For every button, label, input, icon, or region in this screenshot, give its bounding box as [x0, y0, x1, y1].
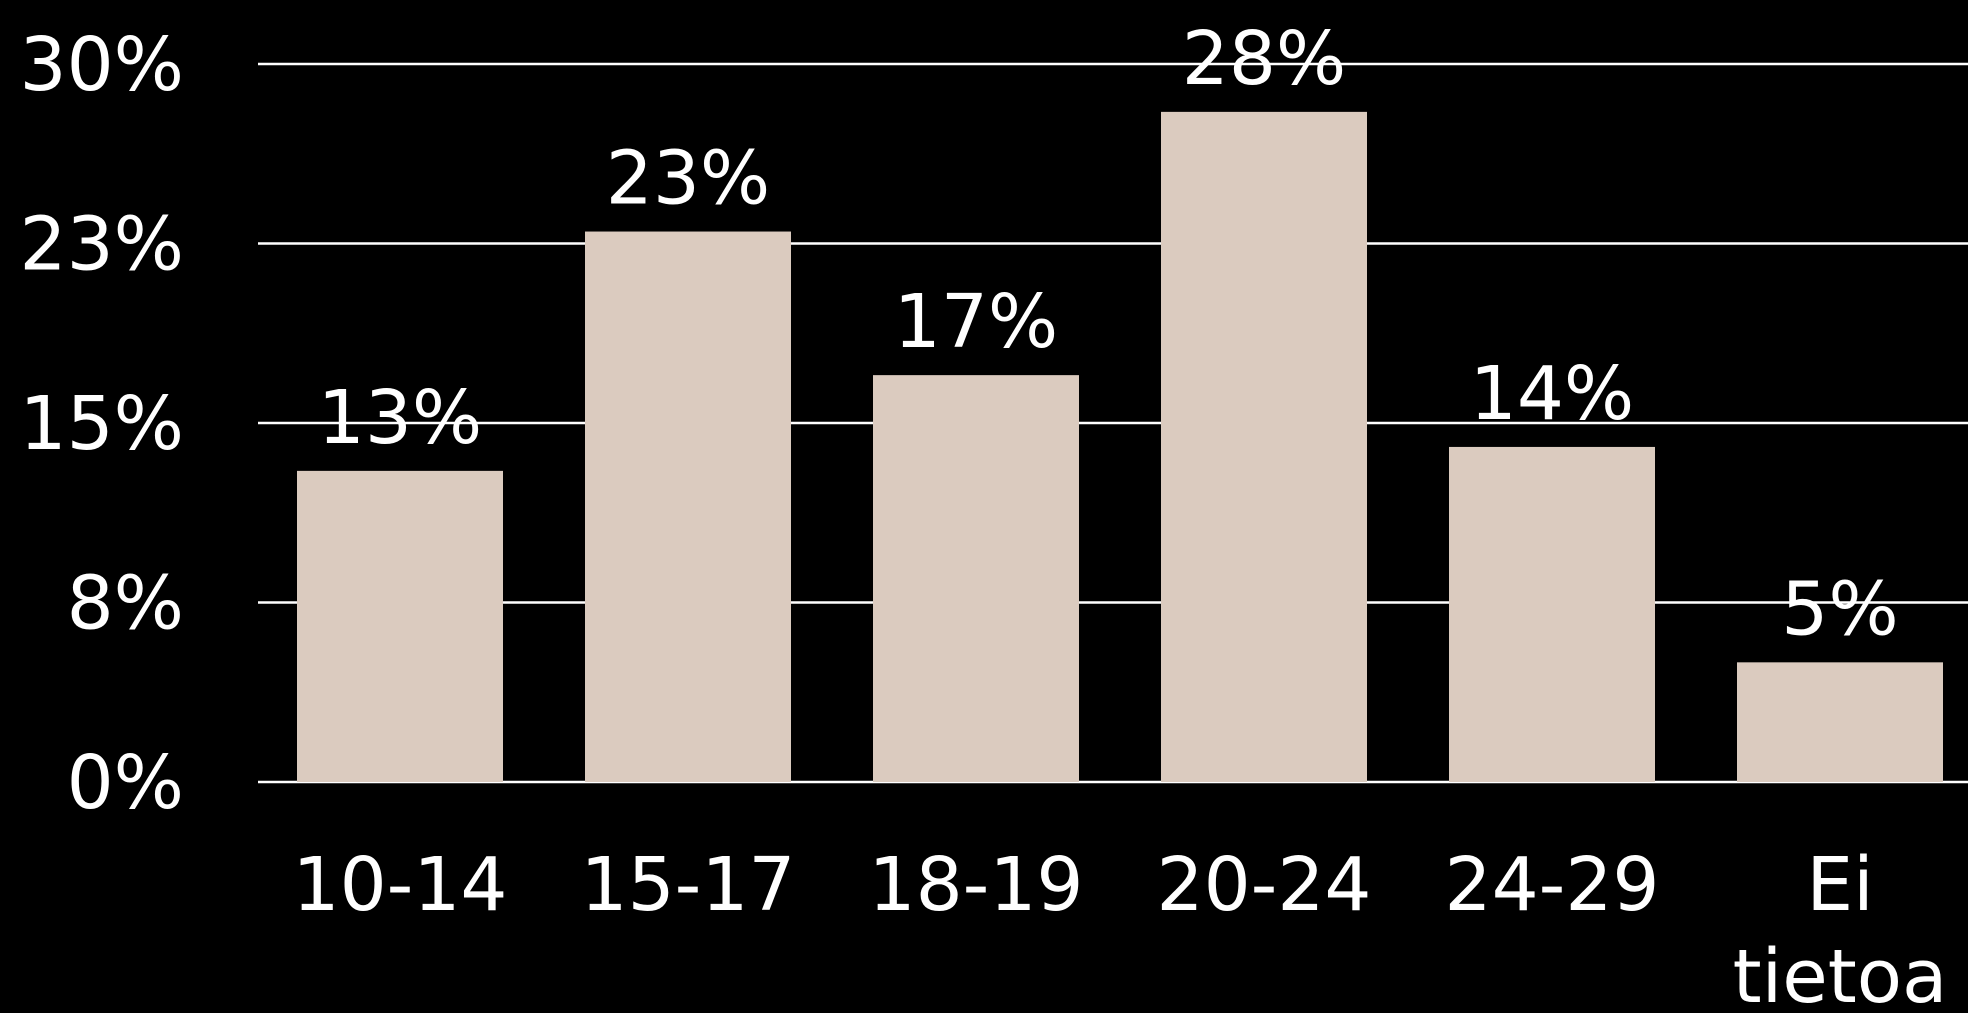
x-tick-label-line: tietoa — [1733, 934, 1948, 1013]
y-tick-label: 23% — [20, 202, 184, 288]
data-label: 13% — [318, 375, 482, 461]
x-tick-label-line: 20-24 — [1156, 842, 1371, 928]
y-tick-label: 15% — [20, 381, 184, 467]
x-axis-category-labels: 10-14 15-17 18-19 20-24 24-29 Ei tietoa — [292, 842, 1947, 1013]
y-tick-label: 8% — [67, 561, 184, 647]
data-label: 23% — [606, 136, 770, 222]
x-tick-label: 10-14 — [292, 842, 507, 928]
x-tick-label-line: 10-14 — [292, 842, 507, 928]
bar — [1737, 662, 1943, 782]
bar — [585, 231, 791, 783]
data-label: 28% — [1182, 16, 1346, 102]
data-label: 5% — [1781, 566, 1898, 652]
bar — [873, 375, 1079, 782]
data-label: 14% — [1470, 351, 1634, 437]
bar — [1161, 111, 1367, 782]
x-tick-label-line: 18-19 — [868, 842, 1083, 928]
y-tick-label: 0% — [67, 740, 184, 826]
x-tick-label-line: Ei — [1806, 842, 1873, 928]
bars — [297, 111, 1943, 783]
x-tick-label-line: 24-29 — [1444, 842, 1659, 928]
x-tick-label: 15-17 — [580, 842, 795, 928]
bar — [1449, 446, 1655, 782]
x-tick-label: 18-19 — [868, 842, 1083, 928]
x-tick-label: 24-29 — [1444, 842, 1659, 928]
data-label: 17% — [894, 279, 1058, 365]
x-tick-label: 20-24 — [1156, 842, 1371, 928]
x-tick-label: Ei tietoa — [1733, 842, 1948, 1013]
x-tick-label-line: 15-17 — [580, 842, 795, 928]
y-axis-tick-labels: 0% 8% 15% 23% 30% — [20, 22, 184, 826]
gridlines — [258, 62, 1968, 784]
data-labels: 13% 23% 17% 28% 14% 5% — [318, 16, 1899, 652]
bar — [297, 470, 503, 782]
y-tick-label: 30% — [20, 22, 184, 108]
